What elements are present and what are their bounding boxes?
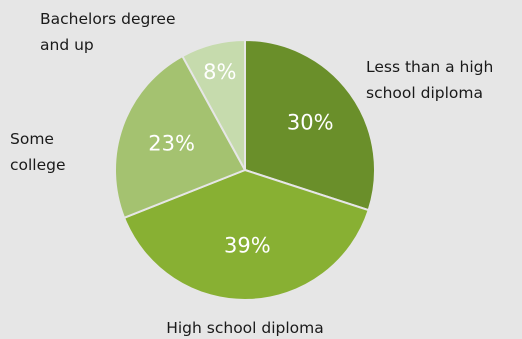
pie-slices [114, 38, 376, 301]
pie-slice [244, 38, 376, 212]
pie-value-labels: 30% 39% 23% 8% [148, 60, 333, 258]
slice-category-label: Some [10, 130, 54, 148]
slice-category-label: Less than a high [366, 58, 493, 76]
slice-value-label: 23% [148, 132, 195, 156]
pie-category-labels: Less than a high school diploma High schoo… [10, 10, 493, 337]
slice-value-label: 8% [203, 60, 236, 84]
slice-category-label: Bachelors degree [40, 10, 176, 28]
slice-category-label: and up [40, 36, 94, 54]
slice-value-label: 30% [287, 111, 334, 135]
pie-slice [114, 54, 247, 220]
slice-category-label: college [10, 156, 66, 174]
slice-category-label: High school diploma [166, 319, 324, 337]
slice-category-label: school diploma [366, 84, 483, 102]
pie-slice [122, 168, 370, 301]
slice-value-label: 39% [224, 233, 271, 257]
pie-slice [181, 38, 246, 171]
